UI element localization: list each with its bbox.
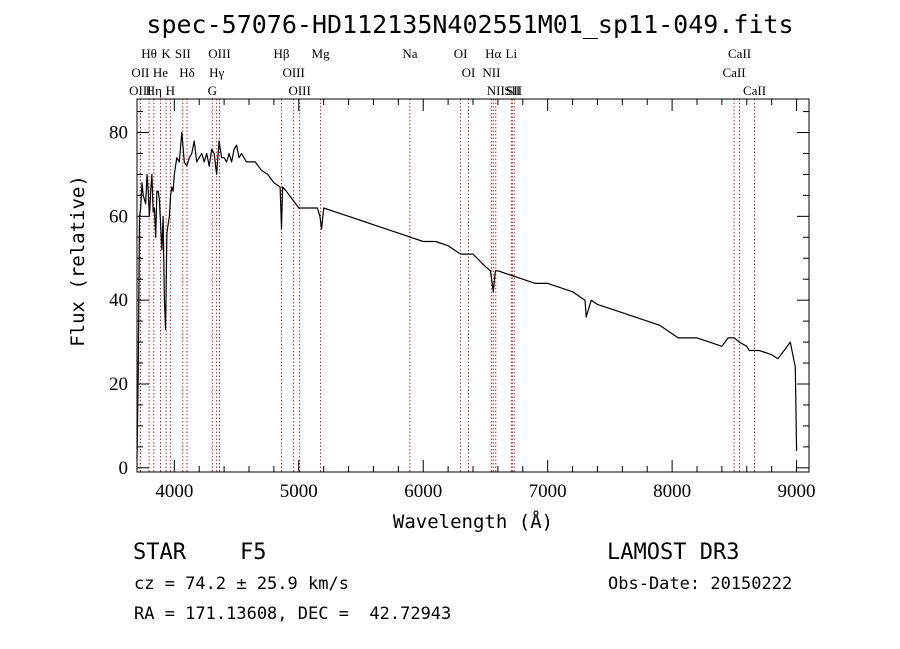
y-tick-label: 60 [109,206,128,227]
spectral-line-label: Hθ [141,46,157,61]
flux-series [136,131,798,460]
spectral-line-label: OI [462,65,476,80]
spectral-line-label: Na [402,46,417,61]
spectral-line-label: OI [454,46,468,61]
x-tick-label: 9000 [778,481,816,502]
x-tick-label: 5000 [280,481,318,502]
object-subclass: F5 [240,540,267,565]
spectral-line-label: Hα [485,46,501,61]
obs-date: Obs-Date: 20150222 [608,574,793,594]
spectral-line-label: CaII [728,46,751,61]
spectral-line-label: SII [504,83,520,98]
y-axis-label: Flux (relative) [67,175,89,347]
spectral-line-label: NII [482,65,500,80]
spectral-line-label: CaII [723,65,746,80]
axis-tick-labels: 4000 5000 6000 7000 8000 9000 0 20 40 60 80 [109,123,816,502]
survey-name: LAMOST DR3 [607,540,740,565]
spectral-line-label: Hγ [209,65,224,80]
y-tick-label: 20 [109,374,128,395]
spectral-line-markers [139,99,755,472]
velocity-readout: cz = 74.2 ± 25.9 km/s [134,574,349,594]
x-tick-label: 4000 [155,481,193,502]
spectral-line-label: Hβ [273,46,289,61]
y-tick-label: 40 [109,290,128,311]
spectral-line-label: NII [487,83,505,98]
spectral-line-label: OIII [288,83,310,98]
spectral-line-label: G [208,83,217,98]
spectral-line-label: He [153,65,168,80]
spectral-line-label: OIII [282,65,304,80]
spectral-line-label: OII [131,65,149,80]
x-tick-label: 6000 [404,481,442,502]
spectral-line-label: SII [506,83,522,98]
y-tick-label: 80 [109,123,128,144]
spectral-line-label: Li [506,46,518,61]
chart-title: spec-57076-HD112135N402551M01_sp11-049.f… [146,10,793,39]
spectral-line-label: H [166,83,175,98]
spectral-line-label: OIII [208,46,230,61]
plot-frame [136,98,810,473]
spectral-line-label: Hδ [179,65,195,80]
spectral-line-label: Mg [312,46,331,61]
spectral-line-label: K [161,46,171,61]
spectral-line-label: OIII [129,83,151,98]
y-tick-label: 0 [119,458,129,479]
spectral-line-label: SII [175,46,191,61]
axis-ticks [137,99,809,472]
x-tick-label: 7000 [529,481,567,502]
spectral-line-label: Hη [146,83,162,98]
x-axis-label: Wavelength (Å) [393,510,553,533]
object-class: STAR [133,540,186,565]
flux-line [136,131,798,460]
x-tick-label: 8000 [653,481,691,502]
coordinates-readout: RA = 171.13608, DEC = 42.72943 [134,604,452,624]
spectral-line-label: CaII [743,83,766,98]
